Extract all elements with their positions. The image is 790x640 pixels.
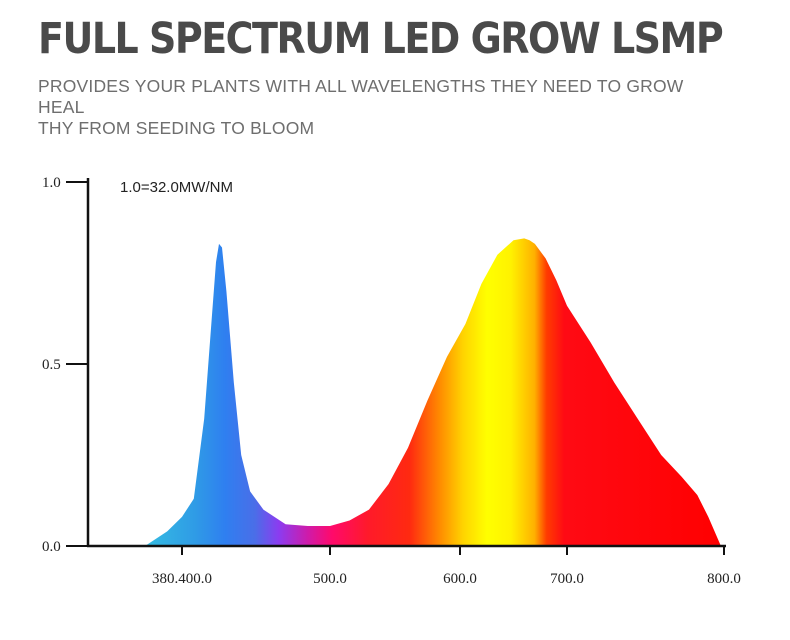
page-subtitle: PROVIDES YOUR PLANTS WITH ALL WAVELENGTH…: [38, 76, 718, 139]
y-tick-label: 1.0: [42, 175, 61, 191]
scale-annotation: 1.0=32.0MW/NM: [120, 179, 233, 196]
x-tick-label: 500.0: [313, 571, 347, 587]
subtitle-line-2: THY FROM SEEDING TO BLOOM: [38, 118, 315, 138]
page-title: FULL SPECTRUM LED GROW LSMP: [38, 14, 724, 64]
x-tick-label: 600.0: [443, 571, 477, 587]
x-tick-label: 380.400.0: [152, 571, 212, 587]
y-tick-label: 0.5: [42, 357, 61, 373]
x-tick-label: 700.0: [550, 571, 584, 587]
y-tick-label: 0.0: [42, 539, 61, 555]
subtitle-line-1: PROVIDES YOUR PLANTS WITH ALL WAVELENGTH…: [38, 76, 684, 117]
x-tick-label: 800.0: [707, 571, 741, 587]
spectrum-area: [145, 238, 721, 546]
